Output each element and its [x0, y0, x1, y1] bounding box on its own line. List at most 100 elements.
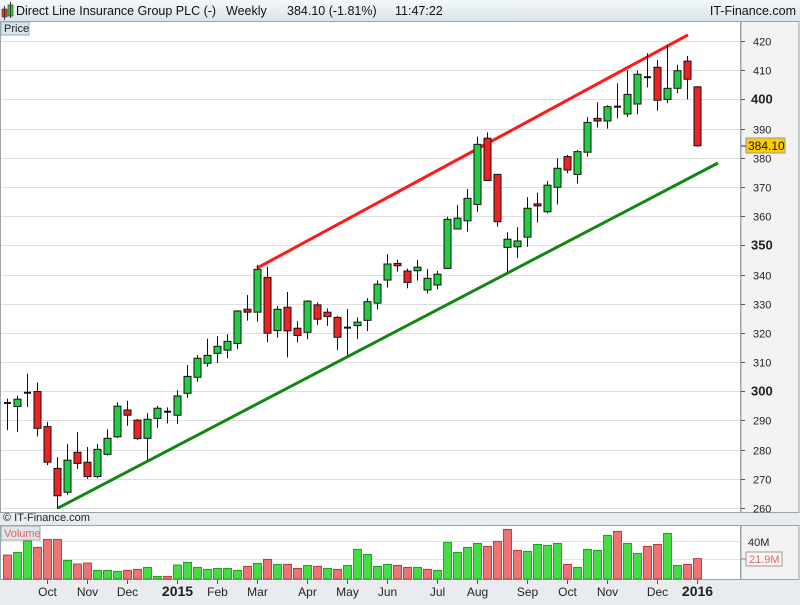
candle: [164, 407, 171, 424]
candle-body: [653, 66, 662, 101]
candle-body: [603, 106, 612, 122]
price-axis: [740, 21, 800, 513]
candle: [533, 192, 542, 223]
volume-bar: [313, 565, 322, 580]
volume-bar: [603, 534, 612, 580]
volume-bar: [403, 566, 412, 580]
y-tick-label: 350: [751, 238, 773, 253]
candle-body: [233, 310, 242, 344]
candle-body: [173, 395, 182, 416]
y-tick-label: 290: [753, 416, 771, 428]
volume-bar: [263, 558, 272, 580]
volume-bar: [153, 575, 162, 580]
x-tick-label: Apr: [298, 585, 317, 599]
y-tick-label: 390: [753, 125, 771, 137]
volume-bar: [363, 553, 372, 580]
x-tick-label: May: [336, 585, 359, 599]
candle-body: [283, 306, 292, 332]
volume-bar: [513, 549, 522, 580]
candle: [243, 294, 252, 321]
candle: [63, 443, 72, 495]
candle-body: [53, 467, 62, 497]
candle: [113, 402, 122, 438]
time-axis: [0, 580, 741, 600]
candle: [633, 70, 642, 115]
y-tick-label: 340: [753, 271, 771, 283]
candle: [523, 197, 532, 247]
candle-body: [393, 262, 402, 267]
candle: [143, 413, 152, 460]
candle: [203, 338, 212, 367]
volume-bar: [13, 551, 22, 580]
candle-body: [83, 461, 92, 478]
candle-body: [263, 276, 272, 334]
candle: [193, 355, 202, 382]
candle-body: [463, 197, 472, 222]
volume-panel-label-box: [0, 525, 41, 541]
y-tick-label: 260: [753, 504, 771, 516]
candle: [133, 419, 142, 441]
resistance-trendline: [256, 33, 689, 270]
volume-bar: [33, 546, 42, 580]
candle-doji: [344, 326, 351, 329]
volume-bar: [333, 568, 342, 580]
volume-bar: [663, 532, 672, 580]
y-tick-label: 280: [753, 446, 771, 458]
candle-body: [323, 311, 332, 318]
volume-bar: [293, 567, 302, 580]
volume-bar: [483, 545, 492, 580]
candle: [333, 315, 342, 351]
candle-body: [623, 93, 632, 115]
x-tick-label: 2016: [682, 583, 713, 599]
volume-bar: [83, 562, 92, 580]
last-price-text: 384.10: [748, 139, 785, 153]
candle: [603, 105, 612, 129]
x-tick-label: Sep: [517, 585, 539, 599]
candle: [4, 398, 11, 431]
candlestick-logo-icon: [1, 2, 14, 20]
candle: [573, 149, 582, 184]
candle-body: [563, 156, 572, 171]
volume-bar: [543, 544, 552, 580]
x-tick-label: Jul: [430, 585, 445, 599]
x-tick-label: Nov: [597, 585, 618, 599]
candle-body: [683, 60, 692, 80]
header-period: Weekly: [226, 4, 268, 18]
volume-bar: [373, 565, 382, 580]
candle-body: [413, 266, 422, 272]
candle-body: [123, 409, 132, 416]
candle: [293, 321, 302, 343]
volume-bar: [193, 566, 202, 580]
candle-body: [543, 184, 552, 213]
candle: [683, 55, 692, 100]
y-tick-label: 420: [753, 37, 771, 49]
candle: [93, 443, 102, 479]
candle: [493, 173, 502, 227]
volume-bar: [473, 542, 482, 580]
support-trendline: [57, 161, 719, 510]
candle: [403, 268, 412, 289]
x-tick-label: Oct: [558, 585, 577, 599]
x-tick-label: Aug: [467, 585, 488, 599]
volume-bar: [3, 554, 12, 580]
header-title: Direct Line Insurance Group PLC (-): [16, 4, 216, 18]
candle-doji: [164, 410, 171, 413]
candle-body: [593, 117, 602, 122]
candle-body: [253, 268, 262, 313]
y-tick-label: 380: [753, 154, 771, 166]
volume-bar: [283, 563, 292, 580]
volume-bar: [563, 563, 572, 580]
candle: [433, 271, 442, 290]
volume-bar: [113, 570, 122, 580]
candle-body: [403, 270, 412, 283]
volume-bar: [433, 569, 442, 580]
candle: [653, 59, 662, 111]
volume-bar: [553, 542, 562, 580]
candle: [213, 335, 222, 364]
candle-body: [633, 73, 642, 105]
candle-body: [273, 308, 282, 332]
candle-body: [453, 217, 462, 230]
candle-body: [423, 277, 432, 291]
candle: [223, 334, 232, 359]
candle: [663, 45, 672, 104]
